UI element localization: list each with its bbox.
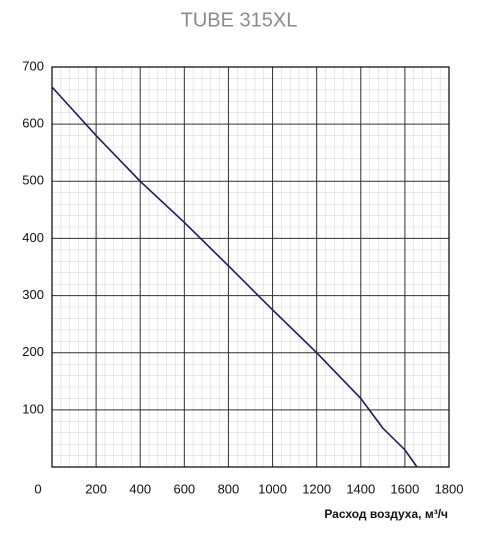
x-tick-label: 1000 xyxy=(258,481,287,496)
x-tick-label: 1800 xyxy=(435,481,464,496)
curve xyxy=(51,86,418,468)
y-tick-label: 500 xyxy=(22,173,44,188)
x-tick-label: 600 xyxy=(173,481,195,496)
x-tick-label: 800 xyxy=(218,481,240,496)
x-tick-label: 400 xyxy=(129,481,151,496)
x-axis-label: Расход воздуха, м³/ч xyxy=(324,507,448,521)
x-tick-label: 1400 xyxy=(346,481,375,496)
plot-border xyxy=(51,66,450,468)
x-tick-label: 1200 xyxy=(302,481,331,496)
x-tick-label: 200 xyxy=(85,481,107,496)
chart-title: TUBE 315XL xyxy=(181,9,298,31)
y-tick-label: 200 xyxy=(22,344,44,359)
y-tick-label: 700 xyxy=(22,58,44,73)
y-tick-label: 400 xyxy=(22,230,44,245)
y-tick-label: 600 xyxy=(22,116,44,131)
y-tick-label: 100 xyxy=(22,401,44,416)
x-tick-label: 1600 xyxy=(390,481,419,496)
x-tick-label: 0 xyxy=(34,481,41,496)
y-tick-label: 300 xyxy=(22,287,44,302)
